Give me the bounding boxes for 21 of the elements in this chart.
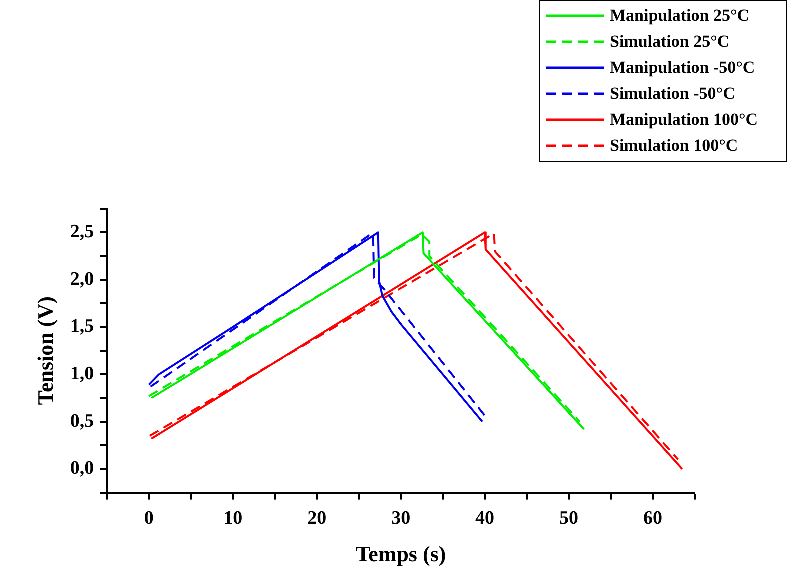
x-tick-label: 0 [144,508,154,530]
legend-label: Simulation 100°C [610,136,738,156]
y-tick-label: 1,0 [70,363,94,384]
y-tick-label: 1,5 [70,316,94,338]
legend-label: Simulation -50°C [610,84,736,104]
legend-label: Simulation 25°C [610,32,730,52]
x-tick-label: 60 [644,508,663,530]
y-tick-label: 2,5 [70,222,94,243]
legend-label: Manipulation 25°C [610,6,750,26]
x-tick-label: 30 [392,508,411,530]
y-axis-title: Tension (V) [32,296,58,406]
x-tick-label: 40 [476,508,495,530]
x-axis-title: Temps (s) [356,541,446,566]
legend-label: Manipulation 100°C [610,110,758,130]
y-tick-label: 0,5 [70,410,94,432]
y-tick-label: 2,0 [70,268,94,290]
legend-label: Manipulation -50°C [610,58,756,78]
x-tick-label: 20 [308,508,327,530]
y-tick-label: 0,0 [70,458,94,480]
x-tick-label: 50 [560,508,579,530]
x-tick-label: 10 [224,508,243,530]
